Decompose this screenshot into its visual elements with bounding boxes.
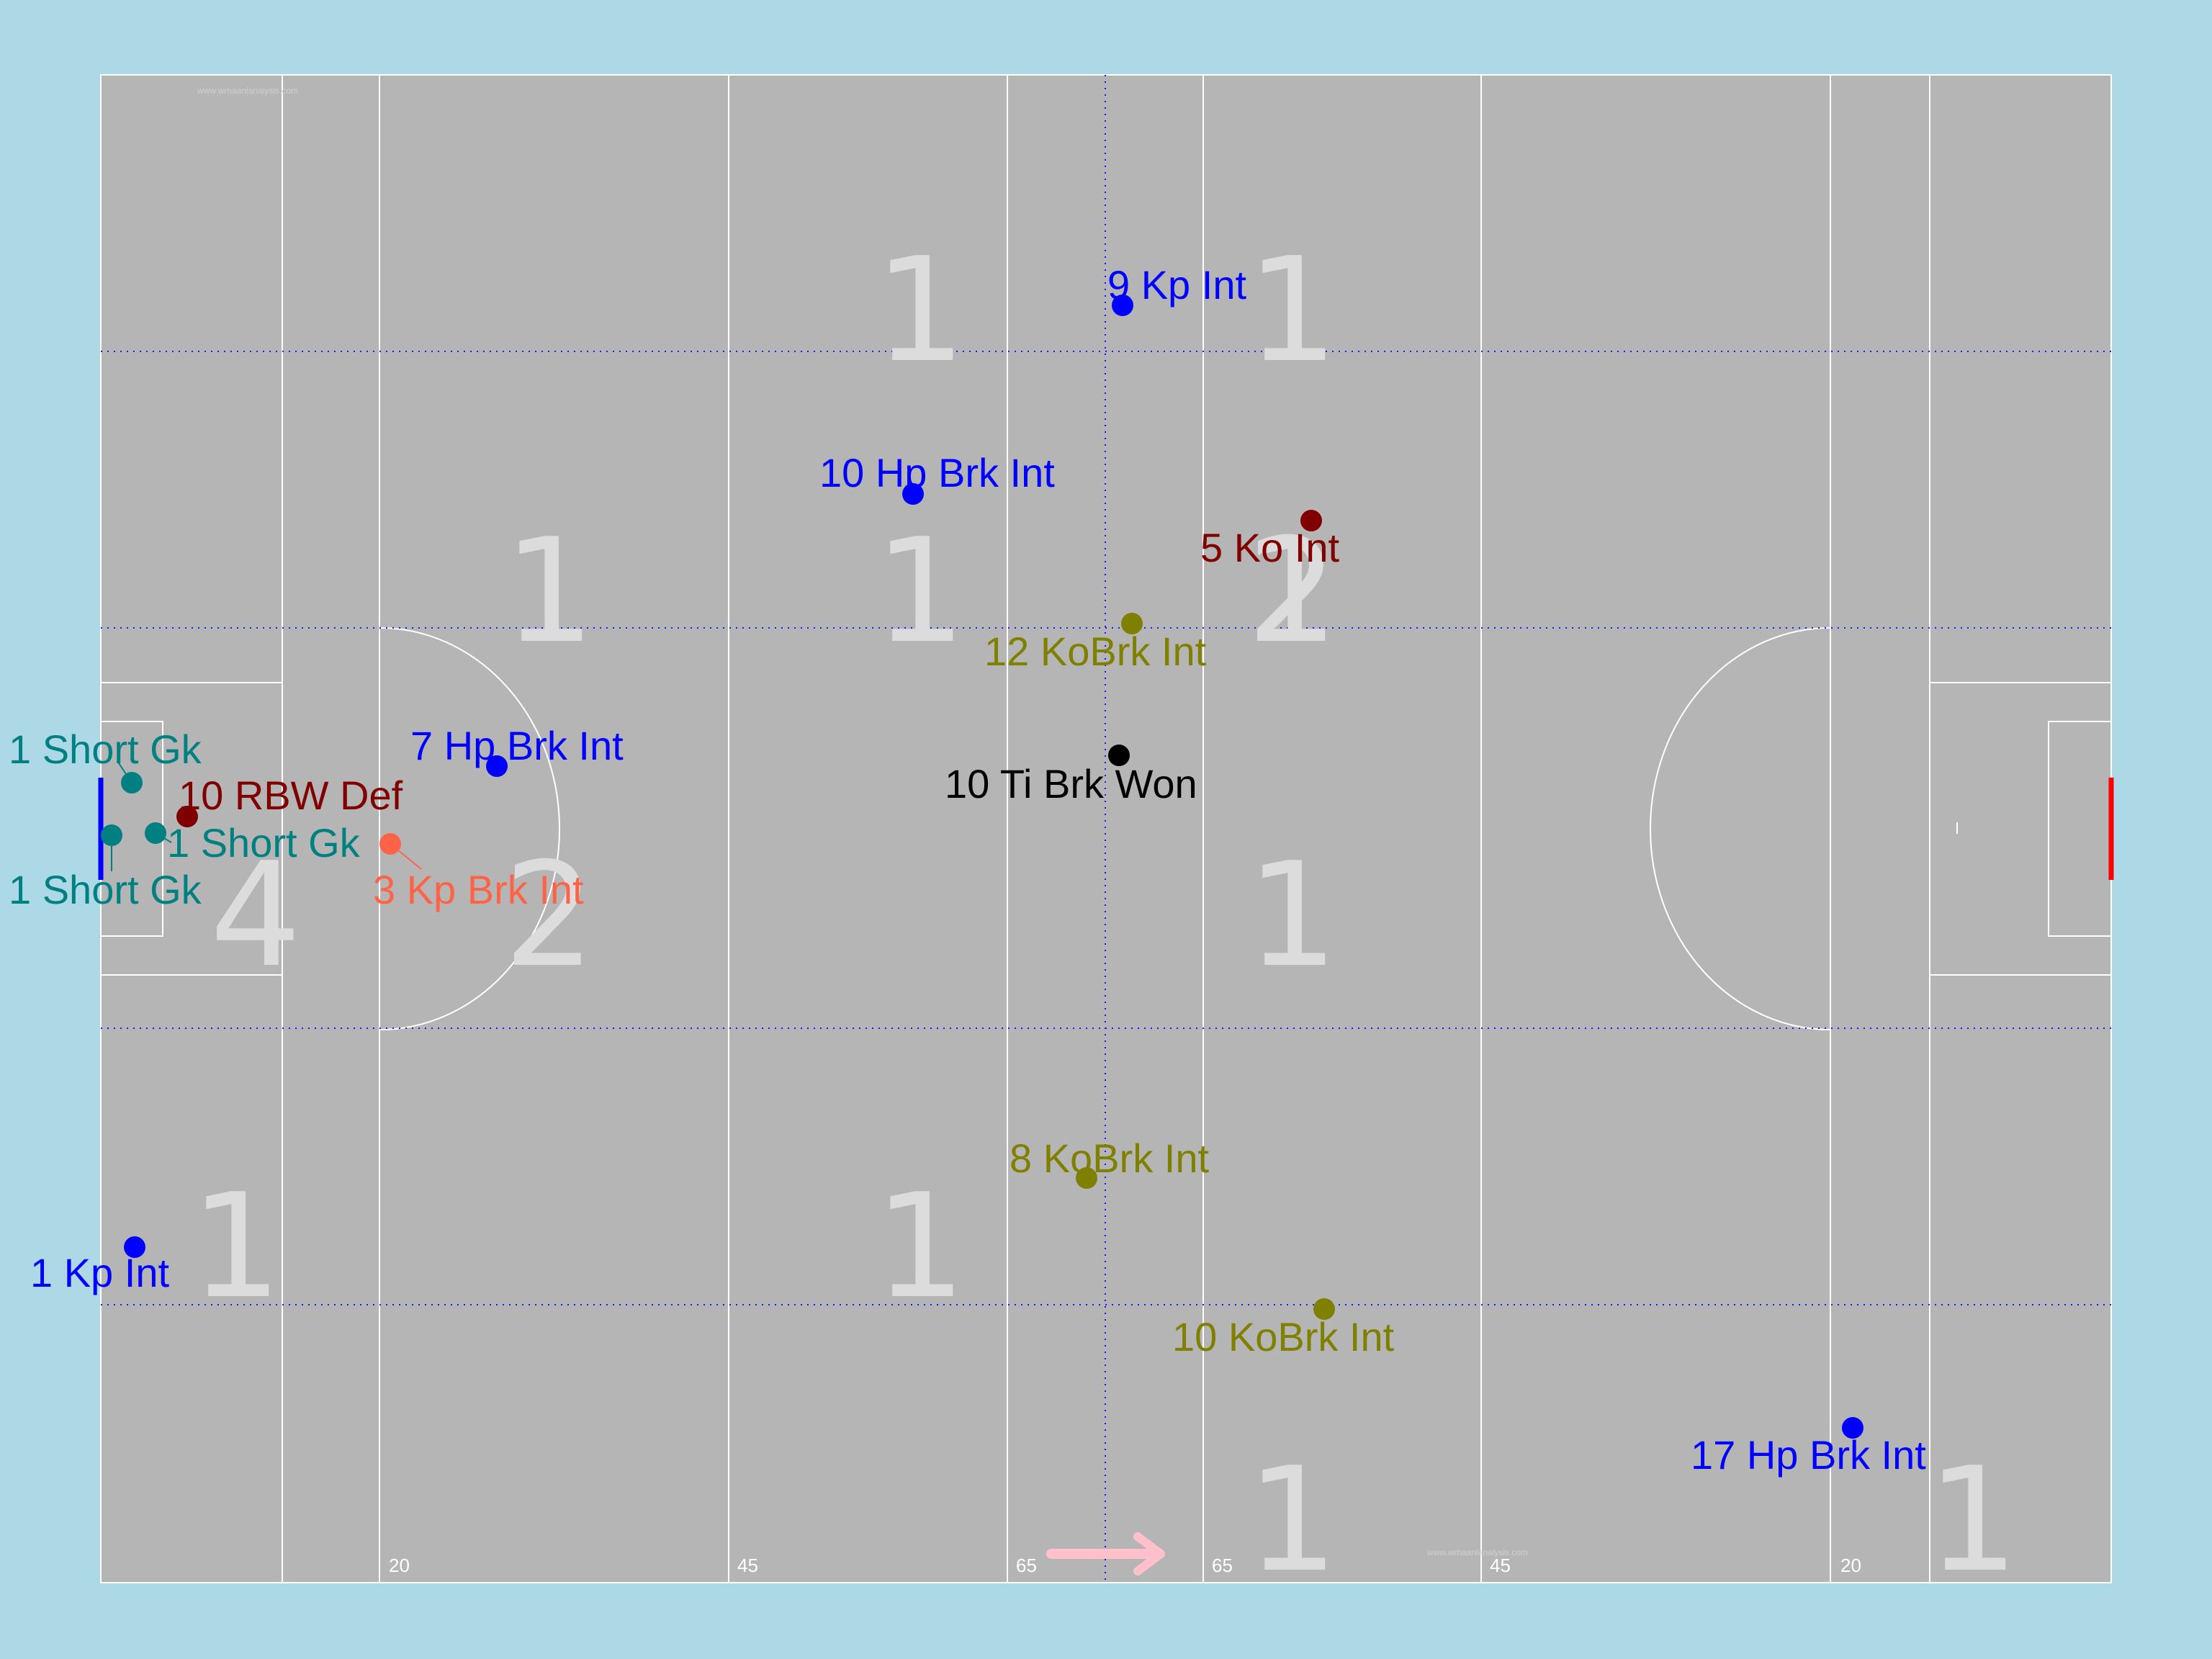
- event-marker-dot: [1121, 613, 1143, 634]
- event-marker-dot: [124, 1236, 145, 1258]
- event-label: 10 RBW Def: [179, 773, 403, 818]
- event-label: 17 Hp Brk Int: [1691, 1432, 1926, 1478]
- event-label: 10 Ti Brk Won: [945, 761, 1197, 806]
- zone-number: 1: [1927, 1437, 2018, 1604]
- arc-left: [379, 627, 560, 1030]
- event-marker-dot: [121, 772, 143, 793]
- event-label: 10 Hp Brk Int: [819, 450, 1055, 495]
- distance-marker: 45: [737, 1555, 758, 1576]
- pitch-surface: [101, 75, 2111, 1583]
- event-marker-dot: [145, 822, 166, 844]
- zone-number: 4: [210, 832, 301, 999]
- watermark-top: www.wrhaanlanalysis.com: [197, 86, 298, 96]
- event-marker-dot: [1842, 1417, 1863, 1439]
- zone-number: 2: [1246, 508, 1338, 675]
- event-label: 1 Short Gk: [9, 867, 202, 912]
- zone-number: 1: [503, 508, 595, 675]
- event-label: 3 Kp Brk Int: [373, 867, 584, 912]
- distance-marker: 65: [1212, 1555, 1233, 1576]
- arrow-right-icon: [1046, 1532, 1165, 1575]
- event-marker-dot: [1300, 510, 1322, 531]
- event-marker-dot: [1076, 1167, 1097, 1189]
- event-marker-dot: [1108, 745, 1130, 766]
- event-marker-dot: [176, 806, 198, 827]
- distance-marker: 20: [1840, 1555, 1861, 1576]
- watermark-bottom: www.wrhaanlanalysis.com: [1426, 1547, 1528, 1557]
- zone-number: 1: [1246, 508, 1338, 675]
- zone-number: 1: [1246, 832, 1338, 999]
- zone-number: 1: [1246, 1437, 1338, 1604]
- distance-markers: 20 45 65 65 45 20: [389, 1555, 1861, 1576]
- distance-marker: 20: [389, 1555, 410, 1576]
- event-marker-dot: [902, 483, 924, 505]
- event-marker-dot: [379, 833, 401, 855]
- event-label: 10 KoBrk Int: [1172, 1314, 1395, 1359]
- zone-number: 1: [874, 508, 966, 675]
- event-markers: 9 Kp Int 10 Hp Brk Int 5 Ko Int 12 KoBrk…: [9, 262, 1926, 1478]
- event-label: 1 Short Gk: [167, 820, 361, 866]
- distance-marker: 45: [1490, 1555, 1511, 1576]
- event-label: 7 Hp Brk Int: [410, 723, 624, 768]
- distance-marker: 65: [1016, 1555, 1037, 1576]
- event-marker-dot: [101, 824, 122, 846]
- event-marker-dot: [1112, 295, 1133, 316]
- zone-grid: [101, 75, 2111, 1583]
- arc-right: [1650, 627, 1831, 1030]
- zone-number: 2: [503, 832, 595, 999]
- event-label: 9 Kp Int: [1107, 262, 1246, 307]
- event-label: 8 KoBrk Int: [1010, 1136, 1209, 1181]
- event-marker-dot: [486, 755, 508, 777]
- event-label: 1 Short Gk: [9, 727, 202, 772]
- event-label: 12 KoBrk Int: [984, 629, 1207, 674]
- zone-number: 1: [190, 1163, 282, 1331]
- zone-number: 1: [1246, 227, 1338, 395]
- event-label: 5 Ko Int: [1200, 525, 1339, 570]
- zone-number: 1: [874, 1163, 966, 1331]
- event-marker-dot: [1313, 1298, 1335, 1320]
- zone-numbers: 1 1 1 1 1 2 4 2 1 1 1 1 1: [190, 227, 2018, 1604]
- event-label: 1 Kp Int: [30, 1250, 169, 1295]
- zone-number: 1: [874, 227, 966, 395]
